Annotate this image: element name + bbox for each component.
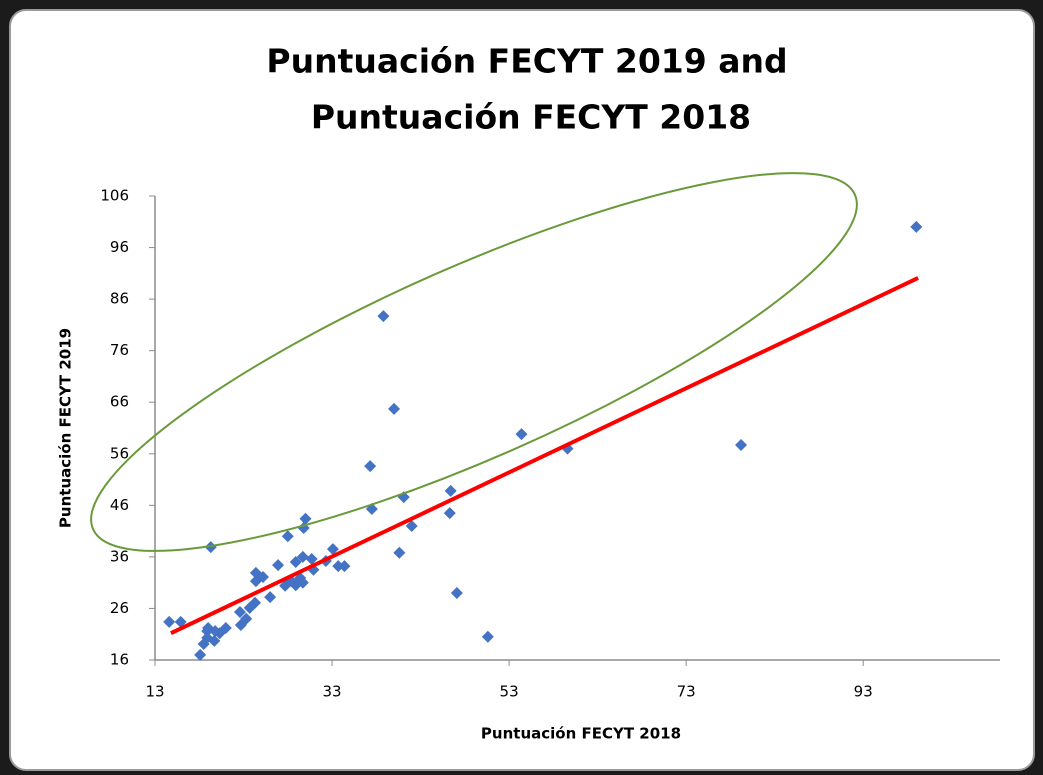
chart-title: Puntuación FECYT 2018 (311, 98, 751, 137)
scatter-point (443, 507, 456, 520)
x-tick-label: 13 (145, 683, 164, 701)
y-tick-label: 86 (110, 290, 129, 308)
scatter-point (202, 622, 215, 635)
scatter-point (377, 310, 390, 323)
chart-panel (9, 9, 1035, 771)
x-tick-label: 73 (677, 683, 696, 701)
trend-line (170, 276, 919, 635)
scatter-point (249, 566, 262, 579)
scatter-point (388, 402, 401, 415)
scatter-point (393, 546, 406, 559)
highlight-ellipse (90, 172, 858, 552)
scatter-point (735, 439, 748, 452)
scatter-point (264, 591, 277, 604)
y-tick-label: 106 (100, 187, 129, 205)
scatter-point (233, 606, 246, 619)
scatter-point (279, 579, 292, 592)
y-tick-label: 66 (110, 393, 129, 411)
y-tick-label: 16 (110, 651, 129, 669)
scatter-point (326, 543, 339, 556)
scatter-point (296, 550, 309, 563)
plot-area: 16 26 36 46 56 66 76 86 96 106 13 33 53 73 93 (100, 187, 1000, 701)
scatter-point (405, 519, 418, 532)
scatter-point (163, 615, 176, 628)
scatter-point (240, 612, 253, 625)
x-tick-label: 33 (323, 683, 342, 701)
scatter-point (197, 638, 210, 651)
y-tick-label: 56 (110, 444, 129, 462)
scatter-point (338, 560, 351, 573)
scatter-point (444, 484, 457, 497)
scatter-point (243, 601, 256, 614)
y-tick-label: 36 (110, 547, 129, 565)
scatter-point (364, 460, 377, 473)
y-tick-label: 26 (110, 599, 129, 617)
y-tick-label: 76 (110, 341, 129, 359)
y-tick-label: 96 (110, 238, 129, 256)
y-tick-label: 46 (110, 496, 129, 514)
scatter-point (332, 560, 345, 573)
scatter-point (272, 559, 285, 572)
scatter-point (194, 648, 207, 661)
scatter-point (289, 556, 302, 569)
scatter-point (174, 615, 187, 628)
scatter-point (515, 428, 528, 441)
scatter-point (208, 634, 221, 647)
scatter-point (305, 552, 318, 565)
scatter-point (450, 586, 463, 599)
scatter-point (910, 220, 923, 233)
y-axis-title: Puntuación FECYT 2019 (57, 328, 75, 528)
chart-title: Puntuación FECYT 2019 and (266, 42, 787, 81)
scatter-point (281, 530, 294, 543)
scatter-point (249, 575, 262, 588)
scatter-point (481, 630, 494, 643)
x-tick-label: 53 (500, 683, 519, 701)
scatter-point (204, 541, 217, 554)
x-tick-label: 93 (854, 683, 873, 701)
scatter-point (299, 512, 312, 525)
scatter-point (213, 627, 226, 640)
x-axis-title: Puntuación FECYT 2018 (481, 725, 681, 743)
